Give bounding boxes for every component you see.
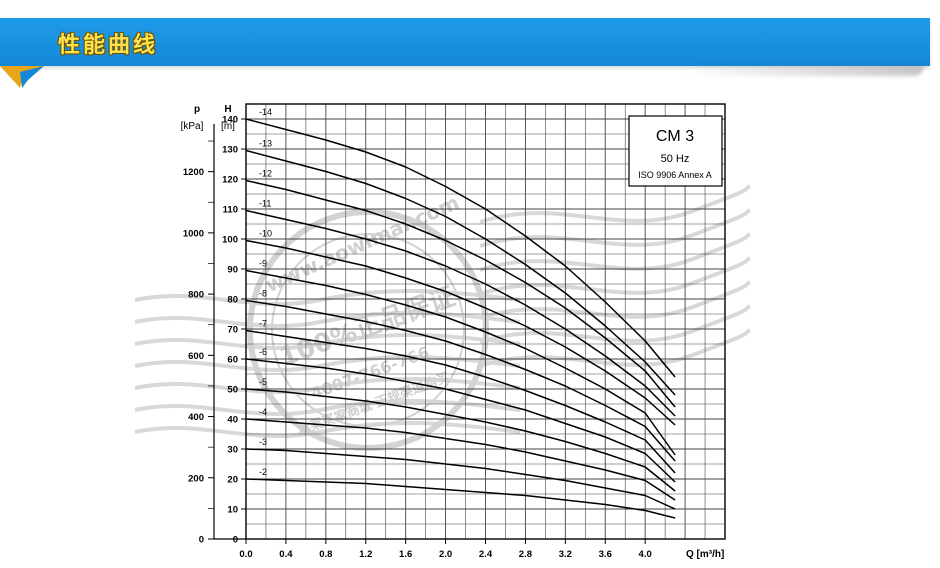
x-tick-label: 0.4 [279,549,293,560]
banner-fold-icon [0,66,44,88]
x-tick-label: 0.8 [319,549,332,560]
curve-label: -5 [259,377,267,387]
watermark-wave [134,376,521,395]
watermark-wave [479,184,752,224]
legend-frequency: 50 Hz [661,153,690,165]
watermark-wave [479,208,752,248]
banner-shadow [684,66,924,76]
p-tick-label: 1000 [183,228,204,239]
curve-stage-14 [245,118,676,378]
h-tick-label: 10 [227,505,238,516]
h-tick-label: 140 [222,115,238,126]
curve-stage-10 [245,239,676,426]
p-tick-label: 600 [188,351,204,362]
p-tick-label: 1200 [183,167,204,178]
x-tick-label: 1.2 [359,549,372,560]
x-tick-label: 1.6 [399,549,412,560]
curve-label: -13 [259,139,272,149]
h-tick-label: 0 [233,535,238,546]
curve-stage-7 [245,329,676,474]
page-title: 性能曲线 [58,33,159,58]
curve-stage-12 [245,179,676,408]
p-tick-label: 200 [188,473,204,484]
curve-stage-8 [245,299,676,462]
h-axis-label: H [224,104,231,115]
legend-model: CM 3 [656,128,694,145]
curve-label: -7 [259,319,267,329]
x-tick-label: 4.0 [639,549,652,560]
curve-label: -3 [259,437,267,447]
watermark-wave [134,288,521,307]
h-tick-label: 50 [227,385,238,396]
curve-stage-4 [245,418,676,501]
legend-box: CM 3 50 Hz ISO 9906 Annex A [628,115,723,187]
p-tick-label: 0 [199,535,204,546]
h-tick-label: 90 [227,265,238,276]
p-axis-unit: [kPa] [181,121,204,132]
header-banner: 性能曲线 [0,18,930,66]
h-tick-label: 100 [222,235,238,246]
x-tick-label: 2.4 [479,549,493,560]
h-tick-label: 120 [222,175,238,186]
watermark-wave [479,280,752,320]
curve-label: -8 [259,289,267,299]
curve-label: -4 [259,407,267,417]
curve-label: -10 [259,229,272,239]
x-axis-label: Q [m³/h] [686,549,724,560]
p-axis-label: p [194,104,200,115]
h-tick-label: 20 [227,475,238,486]
watermark-wave [134,398,521,417]
x-tick-label: 2.0 [439,549,452,560]
h-tick-label: 30 [227,445,238,456]
h-tick-label: 110 [223,205,238,216]
curve-stage-11 [245,209,676,417]
watermark-wave [134,310,521,329]
h-tick-label: 40 [227,415,238,426]
h-axis-unit: [m] [221,121,235,132]
x-tick-label: 3.2 [559,549,572,560]
h-tick-label: 80 [227,295,238,306]
curve-label: -6 [259,347,267,357]
watermark-seal-ring [271,233,465,427]
h-tick-label: 60 [227,355,238,366]
curve-stage-5 [245,388,676,492]
curve-stage-3 [245,448,676,510]
chart-curves: -14 -13 -12 -11 -10 -9 -8 -7 -6 -5 -4 -3 -2 [245,107,676,519]
chart-grid [245,103,726,540]
x-tick-label: 2.8 [519,549,532,560]
x-tick-label: 3.6 [599,549,612,560]
chart-axes: 0.0 0.4 0.8 1.2 1.6 2.0 2.4 2.8 3.2 3.6 4.0 0 10 20 30… [183,115,652,561]
curve-stage-2 [245,478,676,519]
watermark-wave [134,420,521,439]
curve-stage-9 [245,269,676,456]
x-tick-label: 0.0 [239,549,252,560]
p-tick-label: 400 [188,412,204,423]
watermark-wave [479,328,752,368]
curve-label: -9 [259,259,267,269]
legend-standard: ISO 9906 Annex A [638,170,712,180]
curve-label: -11 [259,199,271,209]
curve-stage-13 [245,149,676,396]
curve-label: -2 [259,467,267,477]
curve-label: -14 [259,107,272,117]
p-tick-label: 800 [188,290,204,301]
curve-label: -12 [259,169,272,179]
watermark-wave [479,232,752,272]
h-tick-label: 70 [227,325,238,336]
watermark-wave [479,256,752,296]
curve-stage-6 [245,358,676,483]
h-tick-label: 130 [222,145,238,156]
